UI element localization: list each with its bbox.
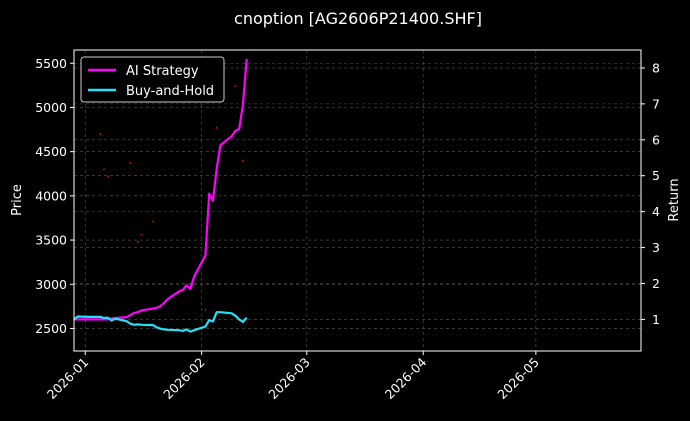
y-right-tick-label: 5	[652, 168, 660, 183]
price-point	[136, 240, 139, 243]
y-right-tick-label: 6	[652, 132, 660, 147]
price-point	[140, 233, 143, 236]
price-point	[215, 126, 218, 129]
y-right-tick-label: 2	[652, 276, 660, 291]
price-point	[204, 308, 207, 311]
y-right-tick-label: 7	[652, 96, 660, 111]
grid	[74, 50, 641, 351]
price-point	[241, 159, 244, 162]
legend-box	[80, 56, 225, 103]
plot-frame	[73, 49, 642, 352]
y-axis-title-right: Return	[667, 178, 682, 221]
y-right-tick-label: 3	[652, 240, 660, 255]
price-point	[106, 175, 109, 178]
price-point	[129, 162, 132, 165]
chart-title: cnoption [AG2606P21400.SHF]	[234, 9, 482, 28]
legend-label-buy-and-hold: Buy-and-Hold	[126, 84, 214, 99]
y-left-tick-label: 4000	[35, 188, 67, 203]
legend: AI Strategy Buy-and-Hold	[80, 56, 225, 103]
y-left-tick-label: 2500	[35, 321, 67, 336]
price-point	[234, 85, 237, 88]
y-right-tick-label: 4	[652, 204, 660, 219]
y-left-tick-label: 3000	[35, 277, 67, 292]
y-axis-title-left: Price	[10, 184, 25, 216]
series-line-buy-and-hold	[73, 311, 248, 333]
y-right-tick-label: 1	[652, 312, 660, 327]
price-point	[103, 168, 106, 171]
y-left-tick-label: 5000	[35, 100, 67, 115]
y-right-tick-label: 8	[652, 60, 660, 75]
y-left-tick-label: 5500	[35, 56, 67, 71]
price-point	[151, 220, 154, 223]
price-point	[99, 132, 102, 135]
y-left-tick-label: 4500	[35, 144, 67, 159]
plot-area	[73, 58, 248, 333]
y-left-tick-label: 3500	[35, 233, 67, 248]
legend-label-ai-strategy: AI Strategy	[126, 64, 199, 79]
